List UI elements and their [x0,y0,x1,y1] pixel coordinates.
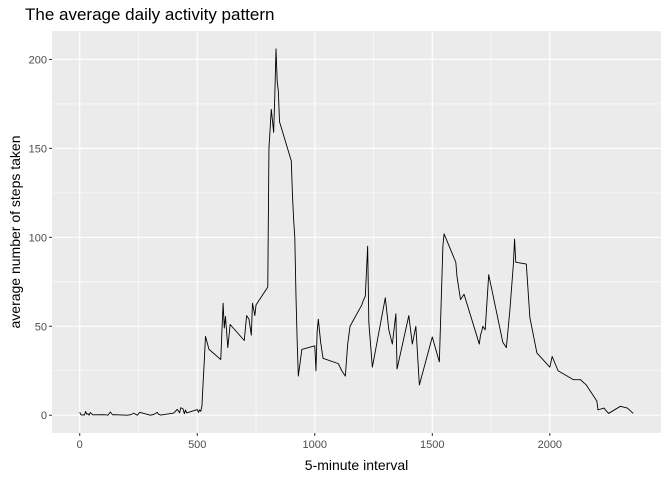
y-tick-label: 150 [29,143,47,155]
x-axis-ticks: 0 500 1000 1500 2000 [77,433,562,451]
x-tick-label: 1500 [420,439,444,451]
y-tick-label: 0 [41,410,47,422]
x-tick-label: 2000 [538,439,562,451]
y-tick-label: 50 [35,321,47,333]
y-tick-label: 200 [29,54,47,66]
x-axis-title: 5-minute interval [305,457,409,473]
y-axis-title: average number of steps taken [7,135,23,328]
major-gridlines [52,31,661,433]
y-tick-label: 100 [29,232,47,244]
x-tick-label: 1000 [303,439,327,451]
minor-gridlines [52,31,661,433]
plot-panel [52,31,661,433]
x-tick-label: 500 [188,439,206,451]
chart-title: The average daily activity pattern [25,5,275,24]
series-line [79,48,634,416]
y-axis-ticks: 0 50 100 150 200 [29,54,52,422]
x-tick-label: 0 [77,439,83,451]
